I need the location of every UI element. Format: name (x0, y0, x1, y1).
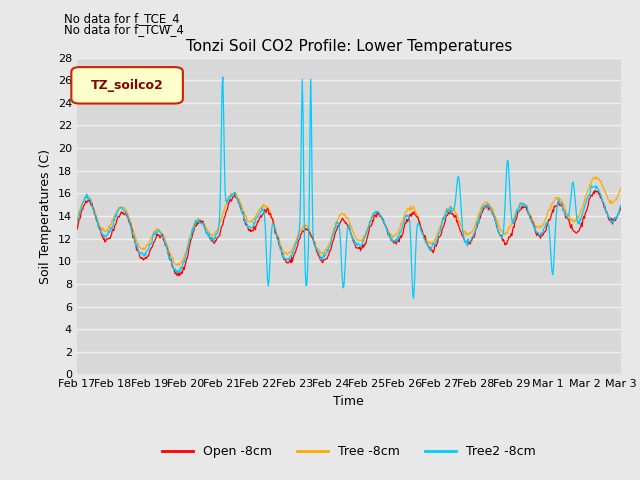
Y-axis label: Soil Temperatures (C): Soil Temperatures (C) (39, 148, 52, 284)
Open -8cm (416, 219, 424, 225)
Tree2 -8cm (83, 191, 90, 197)
Open -8cm (174, 273, 182, 279)
Tree -8cm (223, 198, 231, 204)
Open -8cm (591, 188, 599, 193)
Tree -8cm (173, 263, 180, 268)
Open -8cm (195, 218, 202, 224)
Line: Open -8cm: Open -8cm (77, 191, 621, 276)
Text: No data for f_TCE_4: No data for f_TCE_4 (64, 12, 180, 25)
Open -8cm (139, 256, 147, 262)
Open -8cm (83, 200, 90, 205)
Tree -8cm (593, 174, 600, 180)
Tree -8cm (73, 216, 81, 222)
Open -8cm (617, 204, 625, 210)
FancyBboxPatch shape (72, 67, 183, 104)
Tree2 -8cm (223, 201, 231, 206)
X-axis label: Time: Time (333, 395, 364, 408)
Title: Tonzi Soil CO2 Profile: Lower Temperatures: Tonzi Soil CO2 Profile: Lower Temperatur… (186, 39, 512, 54)
Text: No data for f_TCW_4: No data for f_TCW_4 (64, 23, 184, 36)
Open -8cm (223, 206, 231, 212)
Tree -8cm (416, 219, 424, 225)
Line: Tree -8cm: Tree -8cm (77, 177, 621, 265)
Tree2 -8cm (194, 218, 202, 224)
Tree2 -8cm (219, 74, 227, 80)
Legend: Open -8cm, Tree -8cm, Tree2 -8cm: Open -8cm, Tree -8cm, Tree2 -8cm (157, 440, 541, 463)
Tree -8cm (139, 247, 147, 252)
Tree2 -8cm (617, 203, 625, 208)
Tree2 -8cm (417, 225, 424, 231)
Tree -8cm (195, 218, 202, 224)
Tree2 -8cm (433, 239, 440, 244)
Tree2 -8cm (139, 250, 147, 256)
Open -8cm (431, 242, 439, 248)
Tree2 -8cm (73, 219, 81, 225)
Tree -8cm (617, 186, 625, 192)
Tree -8cm (431, 237, 439, 243)
Line: Tree2 -8cm: Tree2 -8cm (77, 77, 621, 299)
Tree -8cm (83, 195, 90, 201)
Text: TZ_soilco2: TZ_soilco2 (90, 79, 163, 92)
Tree2 -8cm (410, 296, 417, 301)
Open -8cm (73, 227, 81, 232)
